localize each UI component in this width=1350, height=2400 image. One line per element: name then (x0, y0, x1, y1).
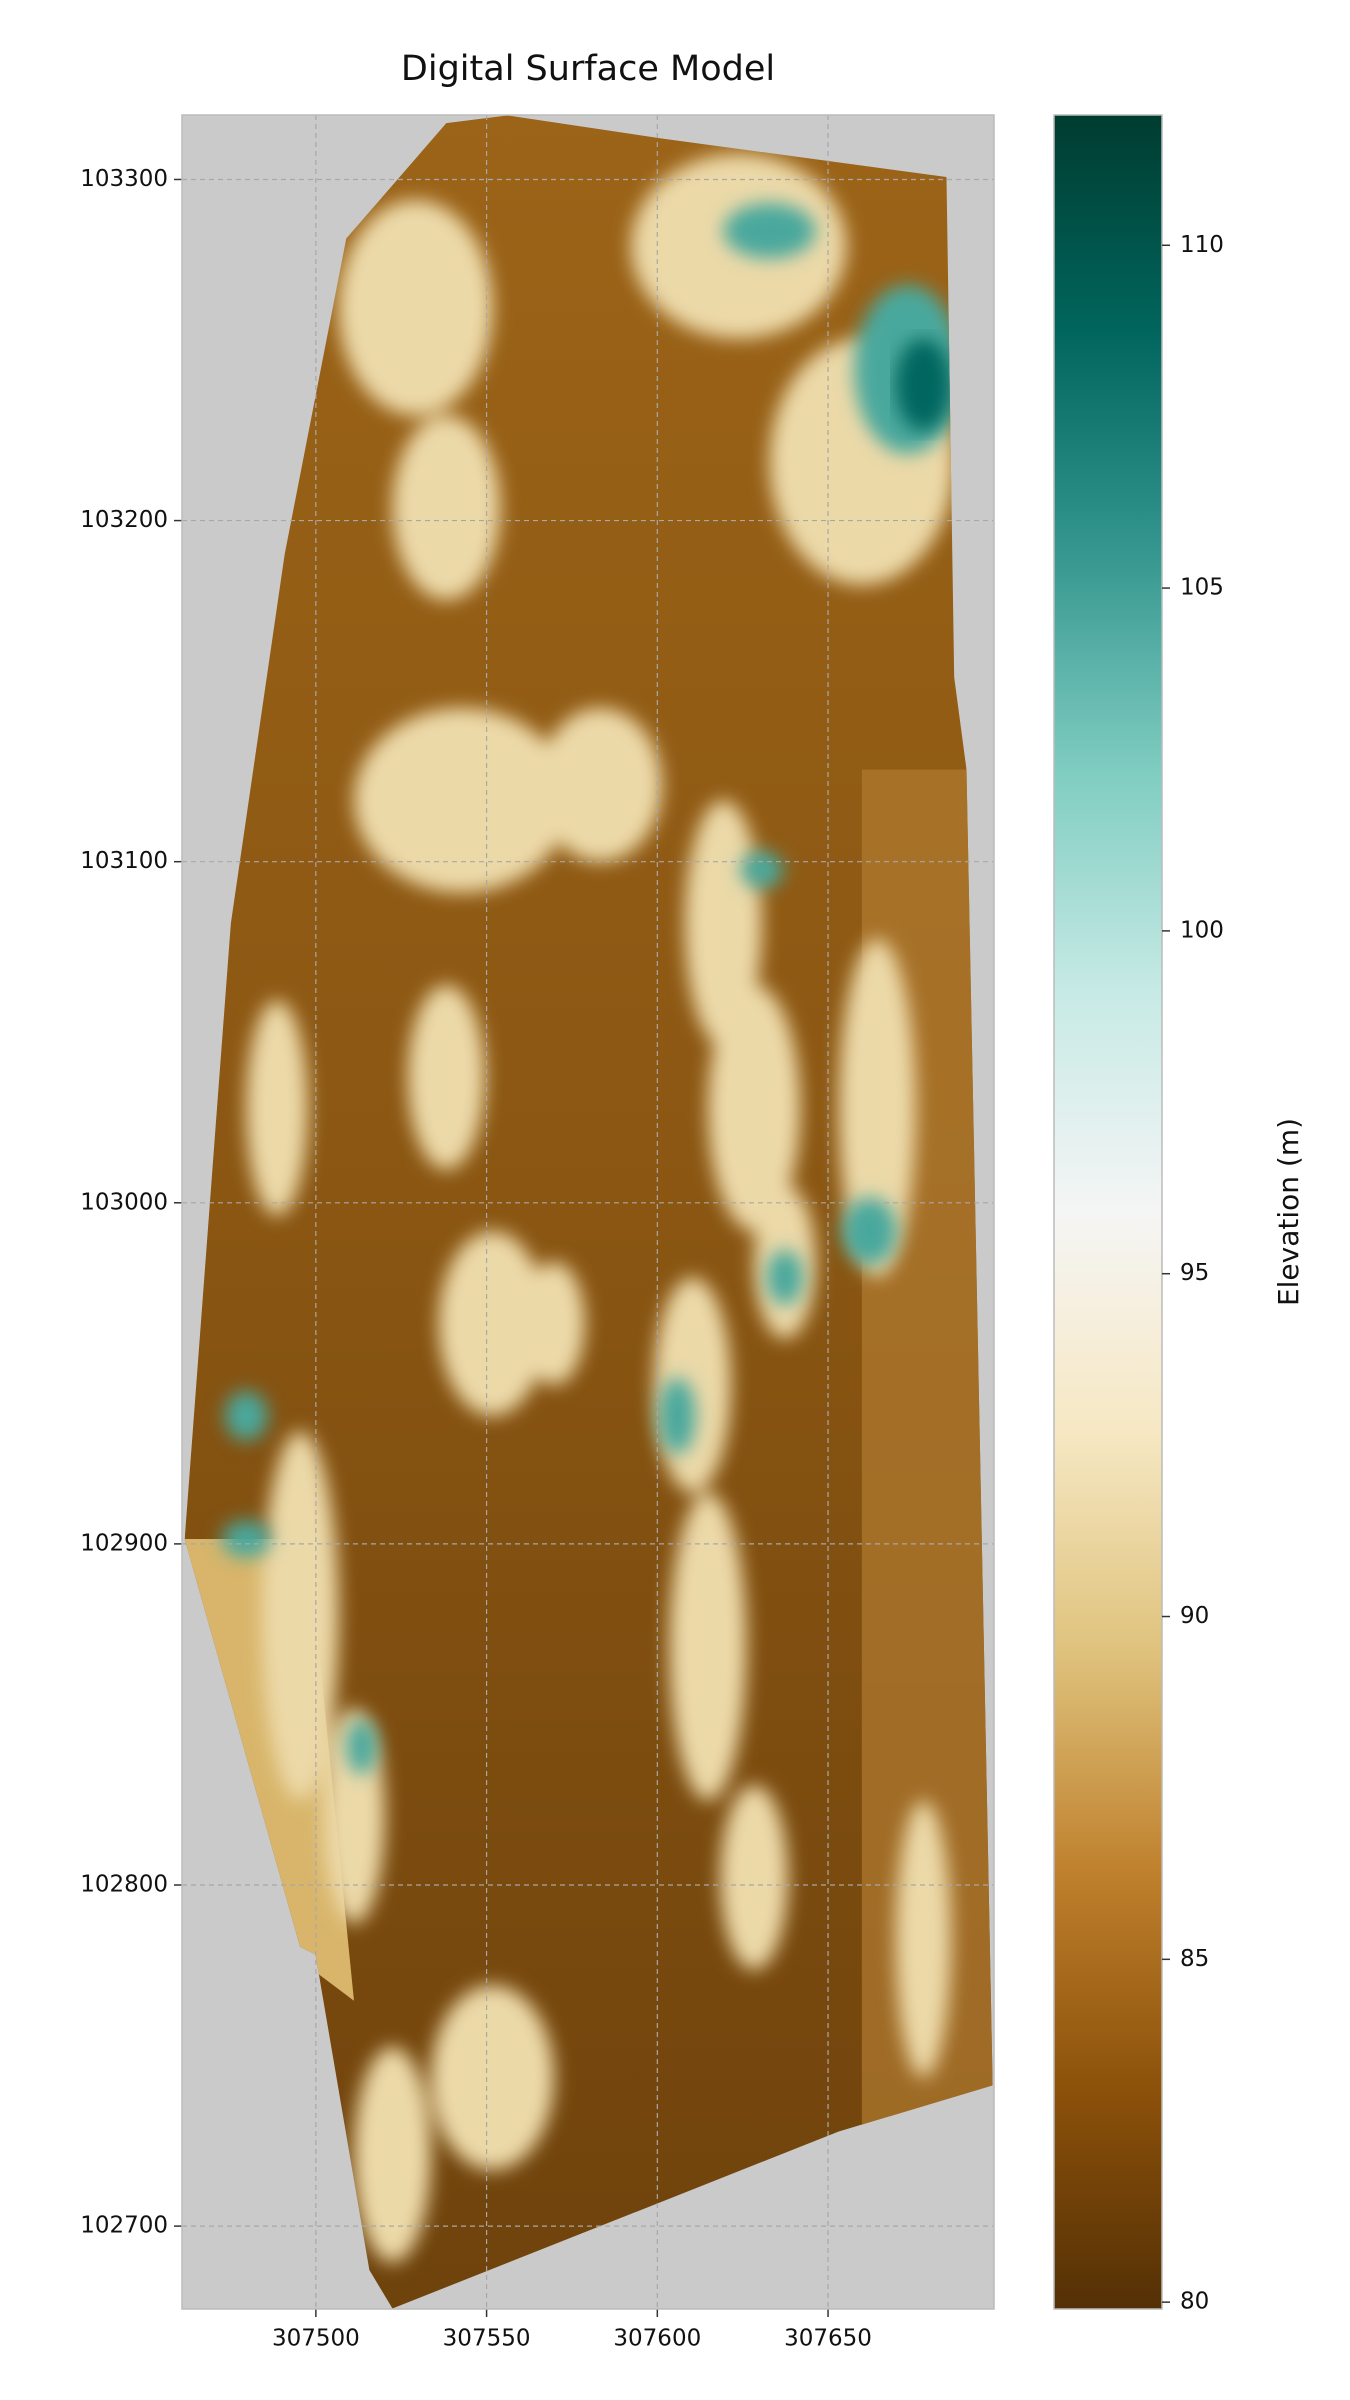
y-tick-label: 103000 (80, 1189, 168, 1215)
colorbar-tick-label: 95 (1180, 1260, 1209, 1286)
colorbar-tick-label: 85 (1180, 1946, 1209, 1972)
colorbar-tick-label: 110 (1180, 232, 1224, 258)
y-tick-label: 103200 (80, 507, 168, 533)
x-tick-label: 307600 (613, 2326, 701, 2352)
y-tick-label: 103300 (80, 166, 168, 192)
x-tick-label: 307550 (443, 2326, 531, 2352)
y-tick-label: 102700 (80, 2213, 168, 2239)
elevation-raster (184, 115, 993, 2309)
colorbar-label: Elevation (m) (1272, 1118, 1305, 1306)
x-tick-label: 307650 (784, 2326, 872, 2352)
x-tick-label: 307500 (272, 2326, 360, 2352)
y-tick-label: 103100 (80, 848, 168, 874)
colorbar-tick-label: 105 (1180, 575, 1224, 601)
colorbar-tick-label: 90 (1180, 1603, 1209, 1629)
colorbar (1053, 114, 1163, 2310)
y-tick-label: 102800 (80, 1872, 168, 1898)
colorbar-tick-label: 100 (1180, 917, 1224, 943)
y-tick-label: 102900 (80, 1530, 168, 1556)
colorbar-tick-label: 80 (1180, 2289, 1209, 2315)
axes-frame (181, 114, 995, 2310)
chart-title: Digital Surface Model (401, 49, 775, 89)
